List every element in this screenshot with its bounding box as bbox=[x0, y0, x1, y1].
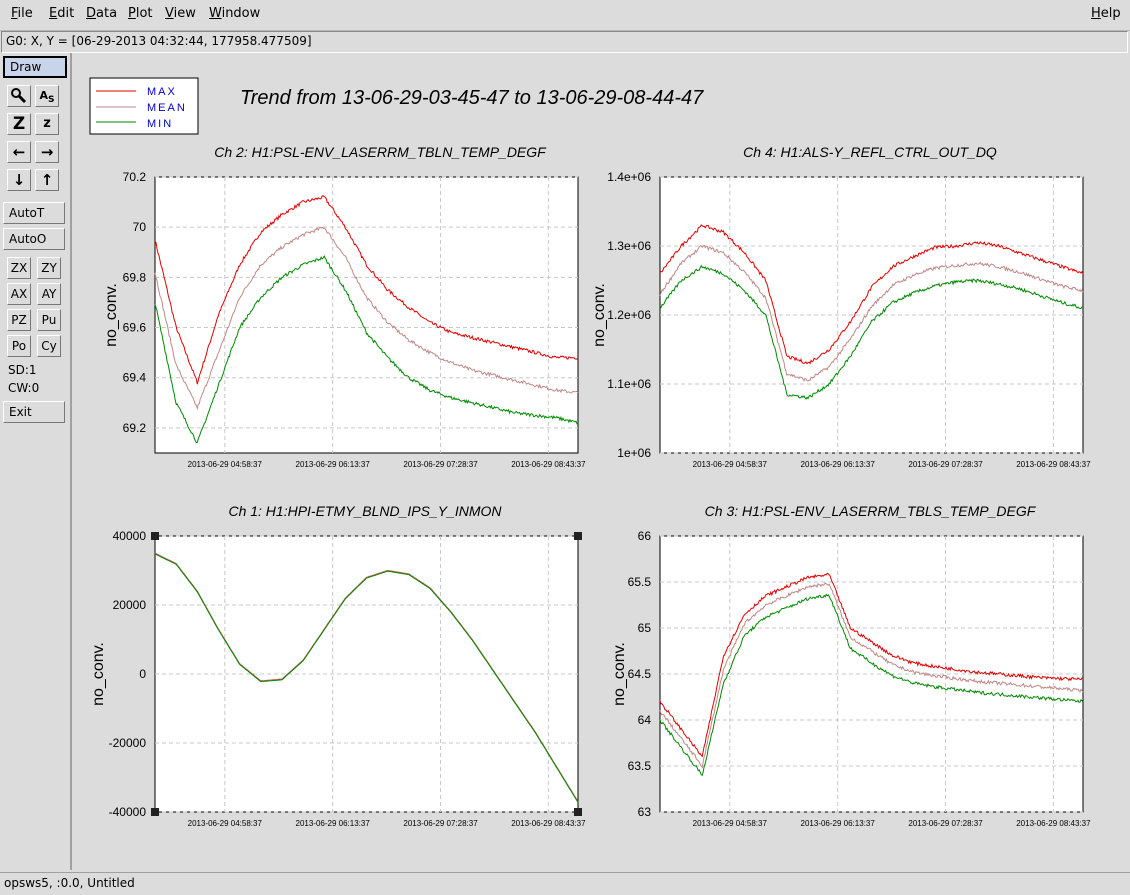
ay-button[interactable]: AY bbox=[37, 283, 61, 305]
pu-button[interactable]: Pu bbox=[37, 309, 61, 331]
menu-plot[interactable]: Plot bbox=[128, 6, 153, 21]
coordinate-readout-bar: G0: X, Y = [06-29-2013 04:32:44, 177958.… bbox=[1, 31, 1128, 53]
sd-label: SD:1 bbox=[8, 363, 37, 377]
coordinate-readout: G0: X, Y = [06-29-2013 04:32:44, 177958.… bbox=[6, 34, 312, 48]
zx-button[interactable]: ZX bbox=[7, 257, 31, 279]
menu-window[interactable]: Window bbox=[209, 6, 261, 21]
auto-o-button[interactable]: AutoO bbox=[3, 228, 65, 250]
magnify-icon[interactable] bbox=[7, 85, 31, 107]
axis-scale-icon[interactable]: AS bbox=[35, 85, 59, 107]
po-button[interactable]: Po bbox=[7, 335, 31, 357]
plot-area[interactable] bbox=[73, 53, 1128, 870]
cw-label: CW:0 bbox=[8, 381, 40, 395]
zoom-small-icon[interactable]: z bbox=[35, 113, 59, 135]
draw-button[interactable]: Draw bbox=[3, 56, 67, 78]
menu-bar: File Edit Data Plot View Window Help bbox=[0, 0, 1130, 31]
status-text: opsws5, :0.0, Untitled bbox=[4, 876, 135, 890]
cy-button[interactable]: Cy bbox=[37, 335, 61, 357]
tool-sidebar: Draw AS Z z ← → ↓ ↑ AutoT AutoO ZX ZY AX… bbox=[0, 53, 72, 870]
menu-data[interactable]: Data bbox=[86, 6, 118, 21]
arrow-down-icon[interactable]: ↓ bbox=[7, 169, 31, 191]
menu-help[interactable]: Help bbox=[1091, 6, 1121, 21]
menu-file[interactable]: File bbox=[11, 6, 33, 21]
arrow-left-icon[interactable]: ← bbox=[7, 141, 31, 163]
zy-button[interactable]: ZY bbox=[37, 257, 61, 279]
zoom-big-icon[interactable]: Z bbox=[7, 113, 31, 135]
menu-view[interactable]: View bbox=[165, 6, 196, 21]
arrow-right-icon[interactable]: → bbox=[35, 141, 59, 163]
pz-button[interactable]: PZ bbox=[7, 309, 31, 331]
ax-button[interactable]: AX bbox=[7, 283, 31, 305]
status-bar: opsws5, :0.0, Untitled bbox=[0, 872, 1130, 895]
exit-button[interactable]: Exit bbox=[3, 401, 65, 423]
auto-t-button[interactable]: AutoT bbox=[3, 202, 65, 224]
arrow-up-icon[interactable]: ↑ bbox=[35, 169, 59, 191]
menu-edit[interactable]: Edit bbox=[49, 6, 75, 21]
